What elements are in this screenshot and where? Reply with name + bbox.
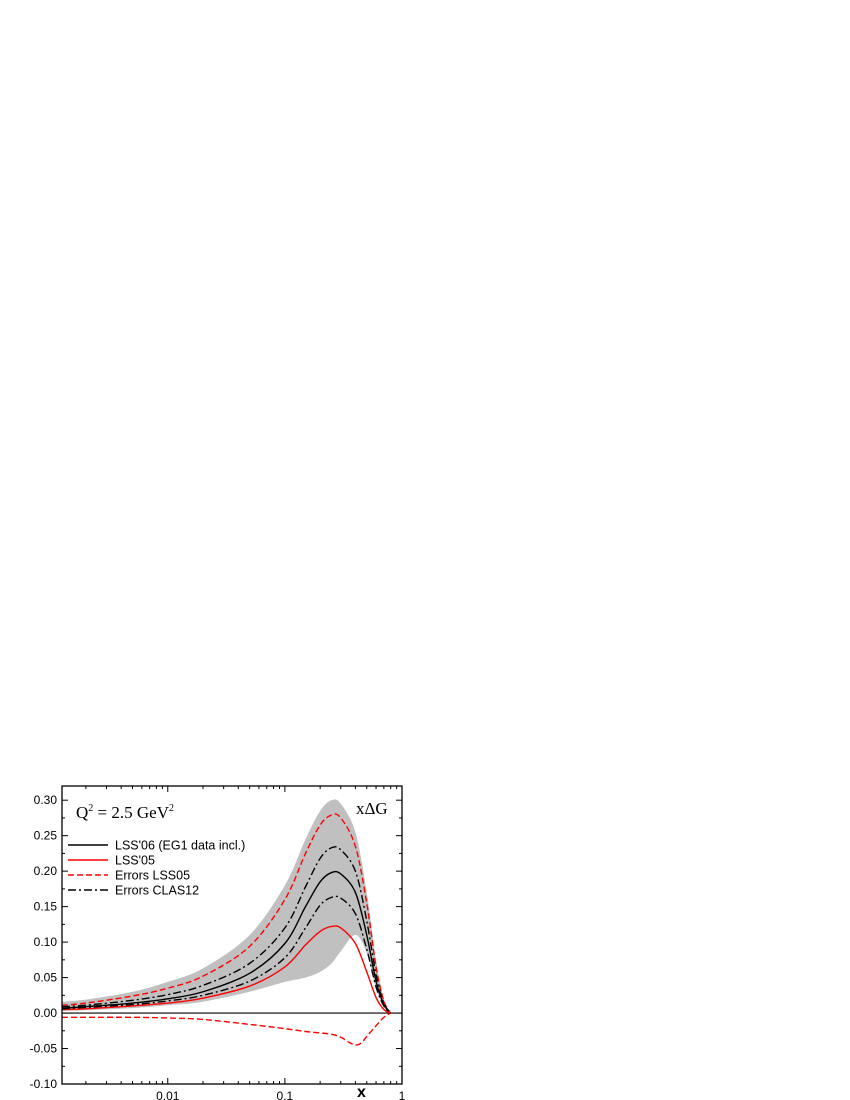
series-line-1 — [62, 925, 391, 1014]
legend-label-4: Errors CLAS12 — [115, 884, 199, 898]
q2-eq: = 2.5 GeV — [93, 803, 169, 822]
y-tick-label: 0.15 — [34, 900, 58, 914]
legend-label-1: LSS'05 — [115, 854, 155, 868]
y-tick-label: 0.05 — [34, 971, 58, 985]
y-tick-label: 0.10 — [34, 935, 58, 949]
x-tick-label: 1 — [399, 1089, 406, 1100]
plot-frame — [61, 785, 403, 1085]
x-tick-label: 0.1 — [277, 1089, 294, 1100]
legend-label-2: Errors LSS05 — [115, 869, 190, 883]
series-line-3 — [62, 1012, 392, 1046]
y-tick-label: -0.10 — [30, 1077, 58, 1091]
x-axis-label: x — [357, 1084, 366, 1100]
y-tick-label: 0.20 — [34, 864, 58, 878]
q2-q-exp: 2 — [88, 803, 93, 814]
series-line-0 — [62, 870, 392, 1014]
legend-label-0: LSS'06 (EG1 data incl.) — [115, 839, 245, 853]
x-tick-label: 0.01 — [156, 1089, 180, 1100]
y-tick-label: 0.30 — [34, 793, 58, 807]
error-band — [62, 799, 391, 1014]
q2-q: Q — [76, 803, 88, 822]
q2-gev-exp: 2 — [169, 803, 174, 814]
y-tick-label: 0.00 — [34, 1006, 58, 1020]
series-line-4 — [62, 846, 392, 1014]
y-tick-label: -0.05 — [30, 1042, 58, 1056]
q2-annotation: Q2 = 2.5 GeV2 — [76, 803, 174, 822]
y-tick-label: 0.25 — [34, 829, 58, 843]
series-line-2 — [62, 813, 392, 1014]
quantity-label: xΔG — [356, 799, 388, 818]
series-line-5 — [62, 895, 392, 1014]
